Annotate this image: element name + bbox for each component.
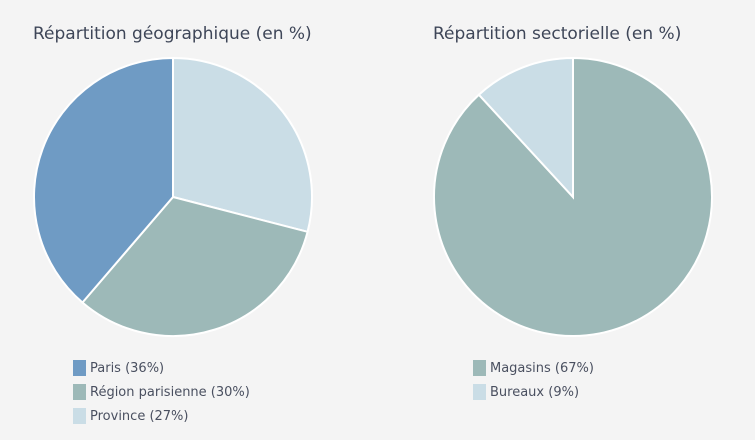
pie-slice-province: [172, 56, 313, 234]
chart-title-sector: Répartition sectorielle (en %): [433, 24, 682, 44]
pie-slice-bureaux: [477, 56, 574, 200]
legend-label: Paris (36%): [90, 360, 165, 376]
legend-item-province: Province (27%): [73, 404, 250, 428]
legend-label: Province (27%): [90, 408, 189, 424]
legend-swatch: [73, 408, 86, 424]
legend-item-region-parisienne: Région parisienne (30%): [73, 380, 250, 404]
legend-swatch: [473, 360, 486, 376]
pie-slice-r-gion-parisienne: [81, 195, 309, 337]
legend-swatch: [473, 384, 486, 400]
legend-label: Bureaux (9%): [490, 384, 580, 400]
legend-swatch: [73, 384, 86, 400]
legend-item-bureaux: Bureaux (9%): [473, 380, 594, 404]
legend-item-magasins: Magasins (67%): [473, 356, 594, 380]
legend-swatch: [73, 360, 86, 376]
pie-slice-paris: [33, 56, 174, 304]
legend-sector: Magasins (67%) Bureaux (9%): [473, 356, 594, 404]
legend-label: Magasins (67%): [490, 360, 594, 376]
chart-title-geographic: Répartition géographique (en %): [33, 24, 312, 44]
legend-item-paris: Paris (36%): [73, 356, 250, 380]
legend-geographic: Paris (36%) Région parisienne (30%) Prov…: [73, 356, 250, 428]
legend-label: Région parisienne (30%): [90, 384, 250, 400]
